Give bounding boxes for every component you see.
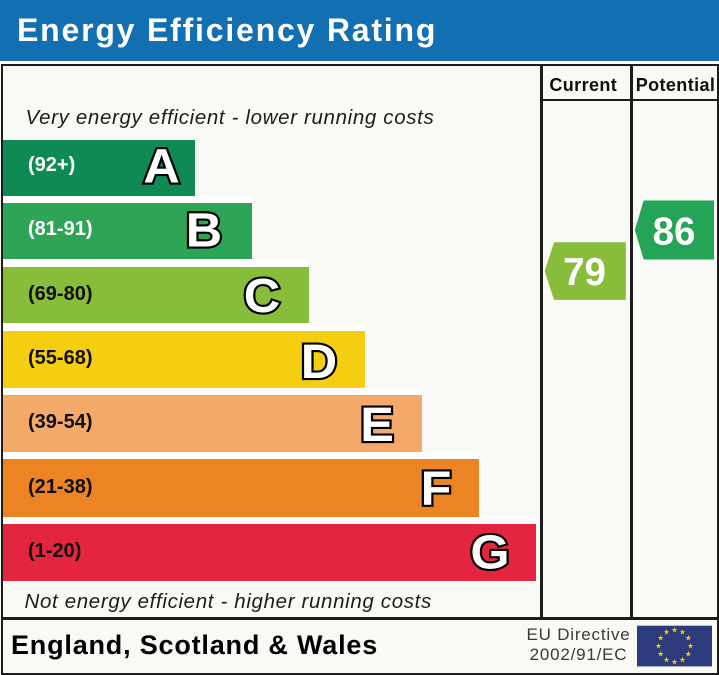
svg-text:E: E (360, 398, 394, 452)
svg-text:G: G (470, 526, 509, 580)
svg-text:86: 86 (653, 211, 696, 254)
svg-text:C: C (244, 269, 280, 323)
svg-text:A: A (143, 139, 179, 193)
svg-text:D: D (301, 335, 337, 389)
svg-text:F: F (421, 462, 452, 516)
svg-text:79: 79 (563, 251, 606, 294)
svg-text:B: B (186, 203, 222, 257)
